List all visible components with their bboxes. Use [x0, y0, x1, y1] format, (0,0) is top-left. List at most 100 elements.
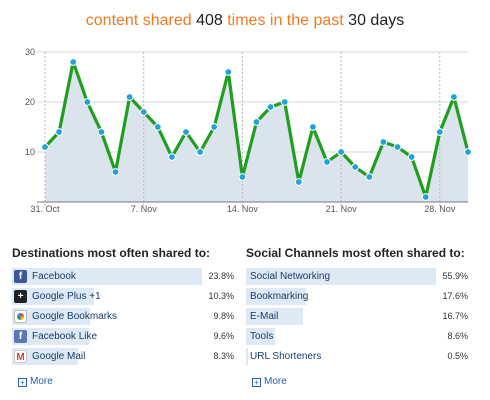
data-point — [69, 58, 78, 66]
data-point — [55, 128, 63, 136]
destination-row[interactable]: f Facebook 23.8% — [12, 268, 234, 285]
shares-line-chart: 10 20 30 31. Oct 7. Nov 14. Nov 21. Nov 28. Nov — [25, 47, 472, 214]
channel-bar — [246, 288, 306, 305]
channel-row[interactable]: E-Mail 16.7% — [246, 308, 468, 325]
destination-percent: 10.3% — [208, 291, 234, 301]
data-point — [266, 103, 275, 111]
data-point — [41, 143, 49, 151]
channels-more-link[interactable]: + More — [252, 376, 287, 387]
data-point — [365, 173, 374, 181]
destinations-panel: Destinations most often shared to: f Face… — [12, 246, 234, 368]
gmail-icon: M — [14, 350, 27, 363]
data-point — [323, 158, 331, 166]
data-point — [464, 148, 472, 156]
data-point — [210, 123, 219, 131]
destination-percent: 8.3% — [213, 351, 234, 361]
destination-bar — [12, 328, 89, 345]
data-point — [435, 128, 444, 136]
channel-percent: 16.7% — [442, 311, 468, 321]
channel-label: Social Networking — [250, 271, 331, 282]
data-point — [450, 93, 458, 101]
data-point — [224, 68, 233, 76]
channel-percent: 8.6% — [447, 331, 468, 341]
headline-part2: times in the past — [222, 12, 349, 29]
destination-percent: 9.8% — [213, 311, 234, 321]
data-point — [153, 123, 162, 131]
destination-row[interactable]: Google Bookmarks 9.8% — [12, 308, 234, 325]
data-point — [351, 163, 360, 171]
destination-row[interactable]: M Google Mail 8.3% — [12, 348, 234, 365]
data-point — [111, 168, 120, 176]
data-point — [337, 148, 346, 156]
destination-label: Facebook Like — [32, 331, 98, 342]
plus-icon: + — [18, 378, 27, 387]
data-point — [280, 98, 289, 106]
headline-part1: content shared — [85, 12, 197, 29]
destinations-more-label: More — [30, 376, 53, 387]
destination-bar — [12, 348, 79, 365]
y-tick-label: 20 — [25, 97, 35, 107]
destination-label: Facebook — [32, 271, 76, 282]
destination-percent: 23.8% — [208, 271, 234, 281]
channels-panel: Social Channels most often shared to: So… — [246, 246, 468, 368]
channel-row[interactable]: Bookmarking 17.6% — [246, 288, 468, 305]
data-point — [238, 173, 247, 181]
channel-row[interactable]: Social Networking 55.9% — [246, 268, 468, 285]
channels-more-label: More — [264, 376, 287, 387]
facebook-like-icon: f — [14, 330, 27, 343]
destination-bar — [12, 288, 95, 305]
channels-title: Social Channels most often shared to: — [246, 246, 465, 260]
data-point — [421, 193, 430, 201]
channel-bar — [246, 328, 276, 345]
x-tick-label: 31. Oct — [30, 204, 60, 214]
headline-days: 30 days — [348, 12, 405, 29]
destination-bar — [12, 308, 91, 325]
channel-percent: 0.5% — [447, 351, 468, 361]
data-point — [252, 118, 261, 126]
chart-headline: content shared 408 times in the past 30 … — [0, 12, 490, 30]
data-point — [182, 128, 190, 136]
google-bookmarks-icon — [14, 310, 27, 323]
y-tick-label: 30 — [25, 47, 35, 57]
channel-label: E-Mail — [250, 311, 279, 322]
x-tick-label: 21. Nov — [326, 204, 358, 214]
destinations-title: Destinations most often shared to: — [12, 246, 211, 260]
channel-label: Tools — [250, 331, 274, 342]
google-plus-icon: + — [14, 290, 27, 303]
y-tick-label: 10 — [25, 147, 35, 157]
data-point — [97, 128, 106, 136]
channel-bar — [246, 308, 303, 325]
area-fill — [45, 62, 468, 202]
channel-percent: 17.6% — [442, 291, 468, 301]
channel-bar — [246, 268, 436, 285]
data-point — [379, 138, 388, 146]
channel-bar — [246, 348, 248, 365]
data-point — [196, 148, 205, 156]
x-tick-label: 14. Nov — [227, 204, 259, 214]
x-tick-label: 7. Nov — [131, 204, 158, 214]
data-point — [407, 153, 416, 161]
data-point — [393, 143, 402, 151]
destination-percent: 9.6% — [213, 331, 234, 341]
channel-label: Bookmarking — [250, 291, 309, 302]
destination-label: Google Plus +1 — [32, 291, 101, 302]
data-point — [168, 153, 176, 161]
channel-percent: 55.9% — [442, 271, 468, 281]
channel-row[interactable]: URL Shorteners 0.5% — [246, 348, 468, 365]
channel-label: URL Shorteners — [250, 351, 322, 362]
plus-icon: + — [252, 378, 261, 387]
data-point — [294, 178, 303, 186]
facebook-icon: f — [14, 270, 27, 283]
data-point — [309, 123, 317, 131]
destination-label: Google Mail — [32, 351, 86, 362]
destination-bar — [12, 268, 202, 285]
destination-row[interactable]: + Google Plus +1 10.3% — [12, 288, 234, 305]
data-point — [83, 98, 92, 106]
data-point — [125, 93, 134, 101]
channel-row[interactable]: Tools 8.6% — [246, 328, 468, 345]
headline-count: 408 — [196, 12, 223, 29]
destination-row[interactable]: f Facebook Like 9.6% — [12, 328, 234, 345]
x-tick-label: 28. Nov — [424, 204, 456, 214]
destination-label: Google Bookmarks — [32, 311, 118, 322]
destinations-more-link[interactable]: + More — [18, 376, 53, 387]
